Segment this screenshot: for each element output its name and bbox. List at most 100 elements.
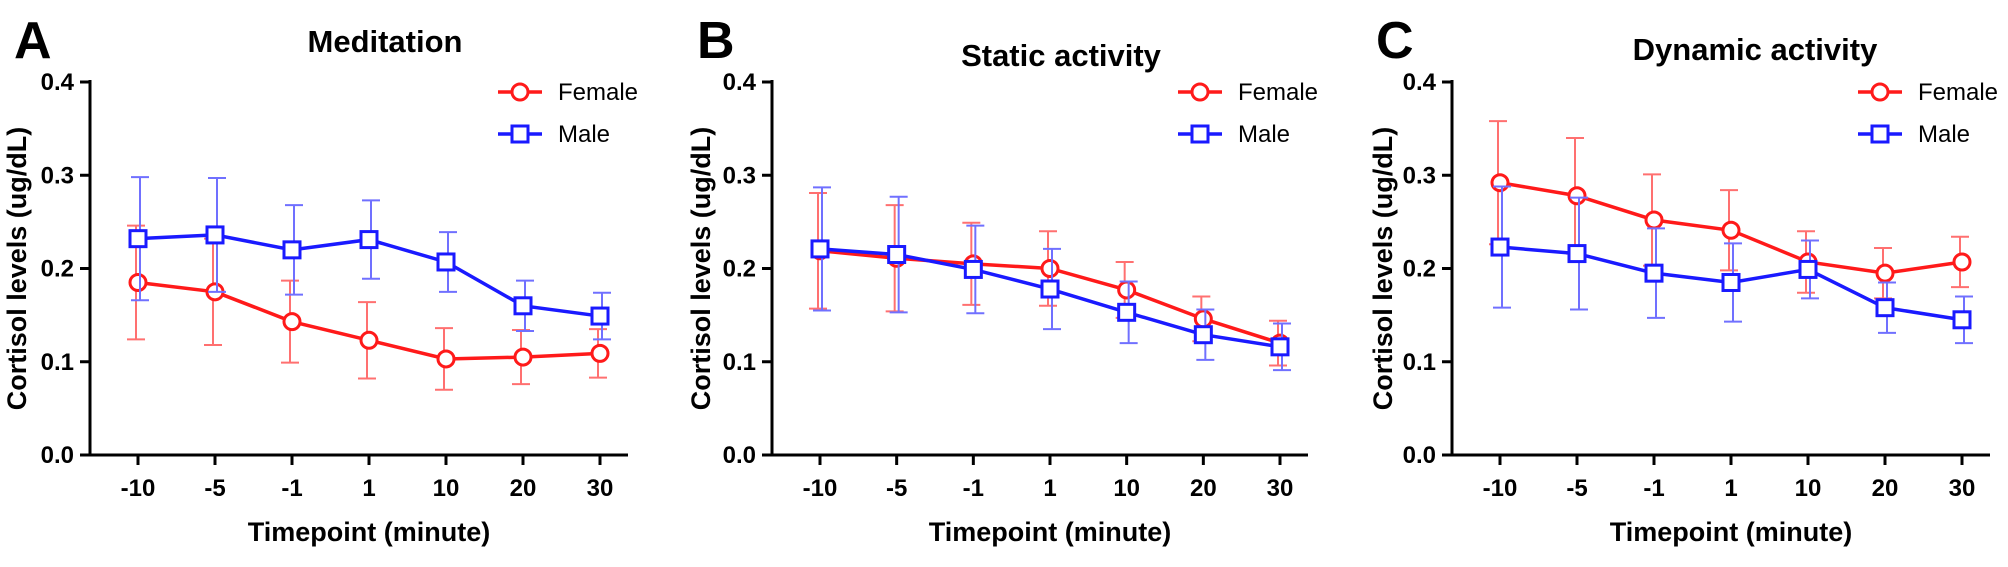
x-tick-label: 30 <box>587 475 614 502</box>
chart-panel-b: B Static activity 0.0 0.1 0.2 0.3 0.4 -10 -5 -1 1 1… <box>686 12 1318 547</box>
data-point <box>1490 237 1510 257</box>
legend-label: Male <box>1918 121 1970 148</box>
series-male <box>1490 185 1973 345</box>
data-point <box>359 230 379 250</box>
y-tick-label: 0.4 <box>723 69 757 96</box>
panel-letter: B <box>697 12 735 70</box>
legend-label: Female <box>1918 79 1998 106</box>
chart-title: Dynamic activity <box>1633 32 1878 67</box>
data-point <box>128 229 148 249</box>
x-tick-label: -10 <box>1483 475 1518 502</box>
x-axis-label: Timepoint (minute) <box>1610 517 1853 547</box>
data-point <box>1270 337 1290 357</box>
y-tick-label: 0.1 <box>41 349 74 376</box>
data-point <box>1567 244 1587 264</box>
legend: Female Male <box>1858 79 1998 148</box>
y-tick-label: 0.1 <box>1403 349 1436 376</box>
x-tick-label: 10 <box>1795 475 1822 502</box>
data-point <box>513 347 533 367</box>
data-point <box>1040 279 1060 299</box>
x-axis-label: Timepoint (minute) <box>248 517 491 547</box>
data-point <box>1952 310 1972 330</box>
legend-label: Male <box>558 121 610 148</box>
y-axis-label: Cortisol levels (ug/dL) <box>2 127 32 411</box>
x-axis-label: Timepoint (minute) <box>929 517 1172 547</box>
data-point <box>1875 263 1895 283</box>
x-tick-label: 30 <box>1267 475 1294 502</box>
x-tick-label: 1 <box>1724 475 1737 502</box>
x-tick-label: -1 <box>1643 475 1664 502</box>
y-tick-label: 0.1 <box>723 349 756 376</box>
series-male <box>128 176 611 341</box>
chart-title: Static activity <box>961 38 1162 73</box>
legend-marker <box>1190 124 1210 144</box>
data-point <box>887 245 907 265</box>
data-point <box>1567 186 1587 206</box>
data-point <box>1193 325 1213 345</box>
legend-label: Female <box>1238 79 1318 106</box>
data-point <box>205 225 225 245</box>
x-tick-label: 10 <box>433 475 460 502</box>
y-tick-label: 0.0 <box>41 442 74 469</box>
legend-marker <box>1870 82 1890 102</box>
data-point <box>1117 302 1137 322</box>
x-tick-label: -1 <box>281 475 302 502</box>
legend: Female Male <box>498 79 638 148</box>
legend-label: Female <box>558 79 638 106</box>
x-tick-label: -1 <box>963 475 984 502</box>
y-tick-label: 0.2 <box>1403 256 1436 283</box>
data-point <box>810 239 830 259</box>
y-tick-label: 0.3 <box>1403 162 1436 189</box>
series-female <box>1489 120 1972 300</box>
y-tick-label: 0.3 <box>723 162 756 189</box>
legend: Female Male <box>1178 79 1318 148</box>
data-point <box>1193 309 1213 329</box>
x-tick-label: 10 <box>1113 475 1140 502</box>
y-axis-label: Cortisol levels (ug/dL) <box>686 127 716 411</box>
y-tick-label: 0.0 <box>723 442 756 469</box>
data-point <box>1040 259 1060 278</box>
series-male <box>810 186 1291 372</box>
data-point <box>513 296 533 316</box>
x-tick-label: -5 <box>886 475 907 502</box>
data-point <box>1798 259 1818 279</box>
chart-title: Meditation <box>308 24 463 59</box>
legend-marker <box>1190 82 1210 102</box>
x-tick-label: 1 <box>362 475 375 502</box>
x-tick-label: 20 <box>510 475 537 502</box>
data-point <box>282 312 302 332</box>
data-point <box>1490 173 1510 193</box>
data-point <box>359 330 379 350</box>
y-tick-label: 0.2 <box>41 256 74 283</box>
data-point <box>1721 220 1741 240</box>
legend-marker <box>1870 124 1890 144</box>
data-point <box>1117 280 1137 300</box>
y-axis-label: Cortisol levels (ug/dL) <box>1368 127 1398 411</box>
data-point <box>1644 263 1664 283</box>
data-point <box>436 349 456 369</box>
x-tick-label: -10 <box>803 475 838 502</box>
data-point <box>1721 272 1741 292</box>
series-female <box>809 191 1290 367</box>
x-tick-label: 30 <box>1949 475 1976 502</box>
y-tick-label: 0.4 <box>1403 69 1437 96</box>
data-point <box>590 343 610 363</box>
data-point <box>1644 210 1664 230</box>
panel-letter: C <box>1376 12 1414 70</box>
y-tick-label: 0.2 <box>723 256 756 283</box>
legend-marker <box>510 82 530 102</box>
data-point <box>436 252 456 272</box>
chart-panel-c: C Dynamic activity 0.0 0.1 0.2 0.3 0.4 -10 -5 -1 1… <box>1368 12 1998 547</box>
data-point <box>963 259 983 279</box>
legend-marker <box>510 124 530 144</box>
x-tick-label: 1 <box>1043 475 1056 502</box>
data-point <box>1952 252 1972 272</box>
panel-letter: A <box>14 12 52 70</box>
y-tick-label: 0.4 <box>41 69 75 96</box>
x-tick-label: -5 <box>204 475 225 502</box>
data-point <box>128 272 148 292</box>
x-tick-label: 20 <box>1190 475 1217 502</box>
x-tick-label: 20 <box>1872 475 1899 502</box>
